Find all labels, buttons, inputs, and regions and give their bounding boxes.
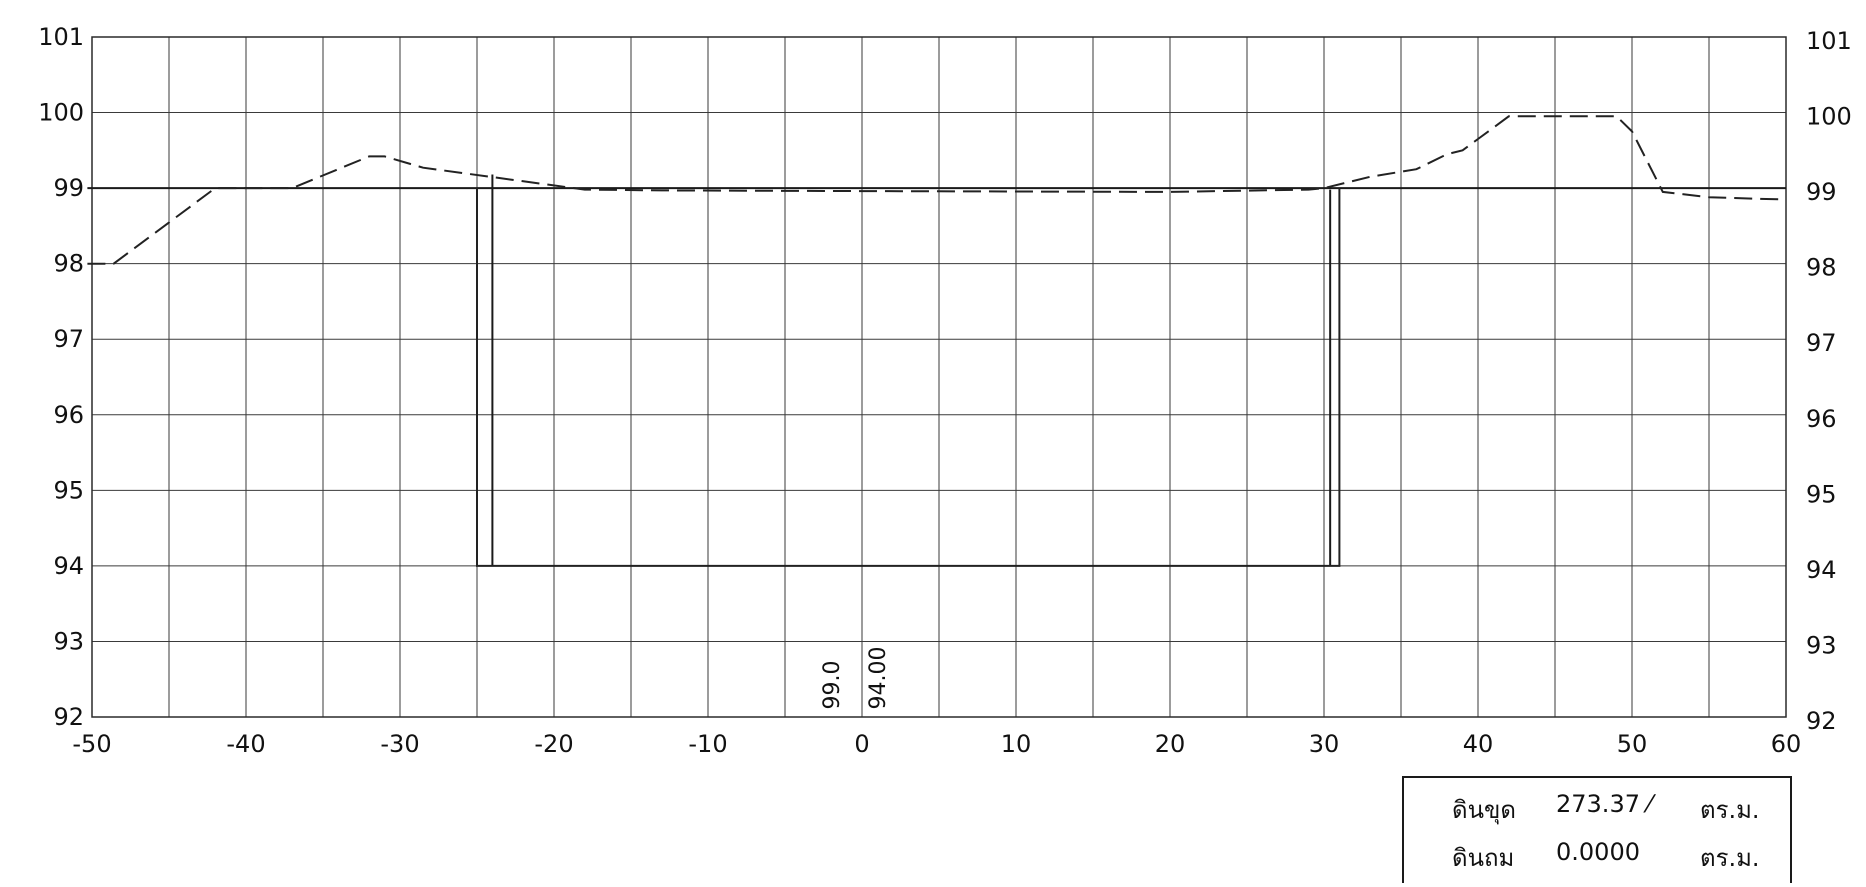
cut-label: ดินขุด: [1452, 796, 1516, 824]
annotation-layer: 99.0 94.00: [820, 646, 891, 709]
elevation-annotation: 99.0: [820, 660, 845, 709]
x-tick-label: 50: [1617, 730, 1648, 758]
y-tick-label-left: 93: [53, 627, 84, 655]
y-tick-label-left: 92: [53, 703, 84, 731]
y-tick-label-right: 99: [1806, 178, 1837, 206]
y-tick-label-left: 96: [53, 401, 84, 429]
elevation-annotation: 94.00: [866, 646, 891, 709]
cut-unit: ตร.ม.: [1700, 796, 1760, 824]
y-tick-label-right: 97: [1806, 329, 1837, 357]
y-tick-label-left: 101: [38, 23, 84, 51]
y-tick-label-right: 93: [1806, 631, 1837, 659]
fill-unit: ตร.ม.: [1700, 844, 1760, 872]
volume-summary-box: ดินขุด 273.37 ⁄ ตร.ม. ดินถม 0.0000 ตร.ม.: [1402, 776, 1792, 883]
fill-value: 0.0000: [1556, 838, 1640, 866]
design-section-line: [476, 188, 1341, 567]
plot-frame: [91, 36, 1787, 718]
y-tick-label-right: 98: [1806, 254, 1837, 282]
y-tick-label-right: 94: [1806, 556, 1837, 584]
y-tick-label-left: 98: [53, 250, 84, 278]
y-tick-label-left: 95: [53, 476, 84, 504]
y-tick-label-left: 100: [38, 99, 84, 127]
y-tick-label-left: 97: [53, 325, 84, 353]
x-tick-label: 10: [1001, 730, 1032, 758]
y-tick-label-right: 100: [1806, 103, 1852, 131]
x-tick-label: -50: [72, 730, 111, 758]
x-tick-label: 20: [1155, 730, 1186, 758]
x-tick-label: 60: [1771, 730, 1802, 758]
fill-label: ดินถม: [1452, 844, 1515, 872]
x-tick-label: -30: [380, 730, 419, 758]
x-tick-label: -40: [226, 730, 265, 758]
x-tick-label: -20: [534, 730, 573, 758]
cut-value: 273.37 ⁄: [1556, 790, 1652, 818]
cut-volume-row: ดินขุด 273.37 ⁄ ตร.ม.: [1404, 790, 1790, 836]
y-tick-label-left: 99: [53, 174, 84, 202]
x-tick-label: 40: [1463, 730, 1494, 758]
grid-layer: [91, 36, 1787, 718]
y-tick-label-right: 92: [1806, 707, 1837, 735]
y-tick-label-left: 94: [53, 552, 84, 580]
y-tick-label-right: 101: [1806, 27, 1852, 55]
series-layer: [87, 115, 1787, 567]
x-tick-label: 30: [1309, 730, 1340, 758]
y-tick-label-right: 95: [1806, 480, 1837, 508]
existing-ground-line: [87, 115, 1787, 265]
y-tick-label-right: 96: [1806, 405, 1837, 433]
fill-volume-row: ดินถม 0.0000 ตร.ม.: [1404, 838, 1790, 884]
x-tick-label: 0: [854, 730, 869, 758]
x-tick-label: -10: [688, 730, 727, 758]
